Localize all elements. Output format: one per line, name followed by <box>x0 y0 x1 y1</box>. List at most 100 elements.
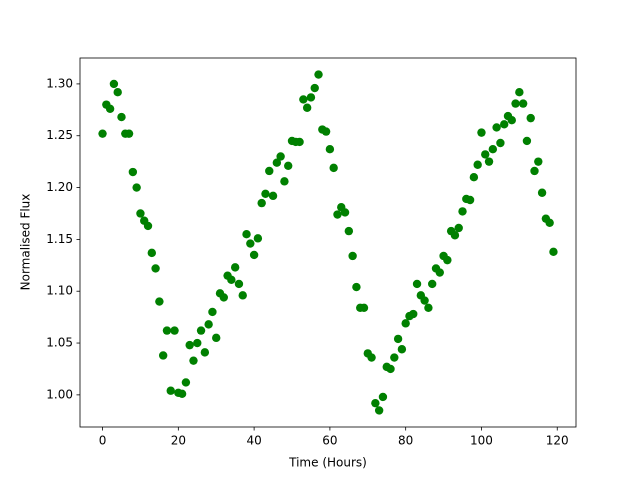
data-point <box>166 386 175 395</box>
data-point <box>185 340 194 350</box>
data-point <box>249 250 259 260</box>
y-tick-label: 1.05 <box>46 336 73 350</box>
data-point <box>98 129 107 138</box>
data-point <box>450 231 460 240</box>
data-point <box>511 99 520 108</box>
y-tick-label: 1.20 <box>46 180 73 194</box>
data-point <box>518 99 528 108</box>
data-point <box>545 218 554 228</box>
data-point <box>549 247 558 257</box>
data-point <box>299 95 308 104</box>
data-point <box>105 104 115 113</box>
data-point <box>302 103 312 112</box>
data-point <box>428 279 437 289</box>
data-point <box>314 70 323 79</box>
data-point <box>306 93 316 102</box>
data-point <box>321 127 331 136</box>
data-point <box>424 303 433 313</box>
data-point <box>329 163 338 173</box>
y-tick-label: 1.30 <box>46 76 73 90</box>
data-point <box>276 152 285 161</box>
data-point <box>143 221 153 231</box>
data-point <box>492 123 501 132</box>
data-point <box>325 145 335 154</box>
data-point <box>257 198 266 208</box>
data-point <box>477 128 486 137</box>
data-point <box>212 333 221 343</box>
y-axis-label: Normalised Flux <box>19 194 33 291</box>
data-point <box>246 239 255 248</box>
data-point <box>537 188 547 197</box>
data-point <box>401 319 410 328</box>
data-point <box>473 160 482 169</box>
data-point <box>208 307 217 317</box>
data-point <box>193 338 202 348</box>
data-point <box>310 83 319 93</box>
data-point <box>352 282 361 292</box>
data-point <box>117 112 126 122</box>
data-point <box>397 345 407 354</box>
data-point <box>200 348 210 357</box>
data-point <box>458 207 467 216</box>
data-point <box>409 309 418 319</box>
data-point <box>136 209 145 218</box>
data-point <box>189 356 198 365</box>
data-point <box>515 88 524 97</box>
data-point <box>109 79 119 89</box>
data-point <box>124 129 134 138</box>
data-point <box>242 230 251 239</box>
data-point <box>219 293 228 302</box>
data-point <box>253 234 263 243</box>
x-tick-label: 40 <box>246 434 261 448</box>
data-point <box>132 183 141 192</box>
data-point <box>177 389 187 399</box>
data-point <box>230 263 240 272</box>
data-point <box>481 150 490 159</box>
data-point <box>496 138 505 148</box>
data-point <box>386 364 395 374</box>
data-point <box>272 158 282 167</box>
data-point <box>454 223 463 233</box>
data-point <box>204 320 213 329</box>
data-point <box>435 268 444 277</box>
data-point <box>340 208 350 217</box>
data-point <box>390 353 399 362</box>
data-point <box>530 166 539 176</box>
data-point <box>333 210 342 219</box>
data-point <box>238 291 247 300</box>
data-point <box>526 113 535 123</box>
data-point <box>348 251 357 261</box>
data-point <box>465 195 475 205</box>
x-tick-label: 20 <box>171 434 186 448</box>
data-point <box>499 120 509 129</box>
data-point <box>280 177 289 186</box>
data-point <box>162 326 172 335</box>
data-point <box>196 326 206 335</box>
data-point <box>261 189 270 198</box>
data-point <box>155 297 164 306</box>
x-tick-label: 80 <box>398 434 413 448</box>
y-tick-label: 1.10 <box>46 284 73 298</box>
data-point <box>265 166 274 176</box>
data-point <box>158 351 168 360</box>
data-point <box>359 303 369 313</box>
data-point <box>181 378 191 387</box>
data-point <box>113 88 122 97</box>
x-axis-label: Time (Hours) <box>288 456 367 470</box>
data-point <box>488 145 498 154</box>
plot-frame <box>79 57 577 428</box>
data-point <box>227 275 236 285</box>
data-point <box>522 136 532 146</box>
data-point <box>344 226 354 236</box>
data-point <box>268 191 278 201</box>
data-point <box>234 279 244 289</box>
x-tick-label: 0 <box>99 434 107 448</box>
data-point <box>170 326 179 335</box>
y-tick-label: 1.25 <box>46 128 73 142</box>
data-point <box>371 398 380 408</box>
data-point <box>151 264 160 273</box>
data-point <box>443 255 452 265</box>
x-tick-label: 60 <box>322 434 337 448</box>
data-point <box>534 157 543 166</box>
